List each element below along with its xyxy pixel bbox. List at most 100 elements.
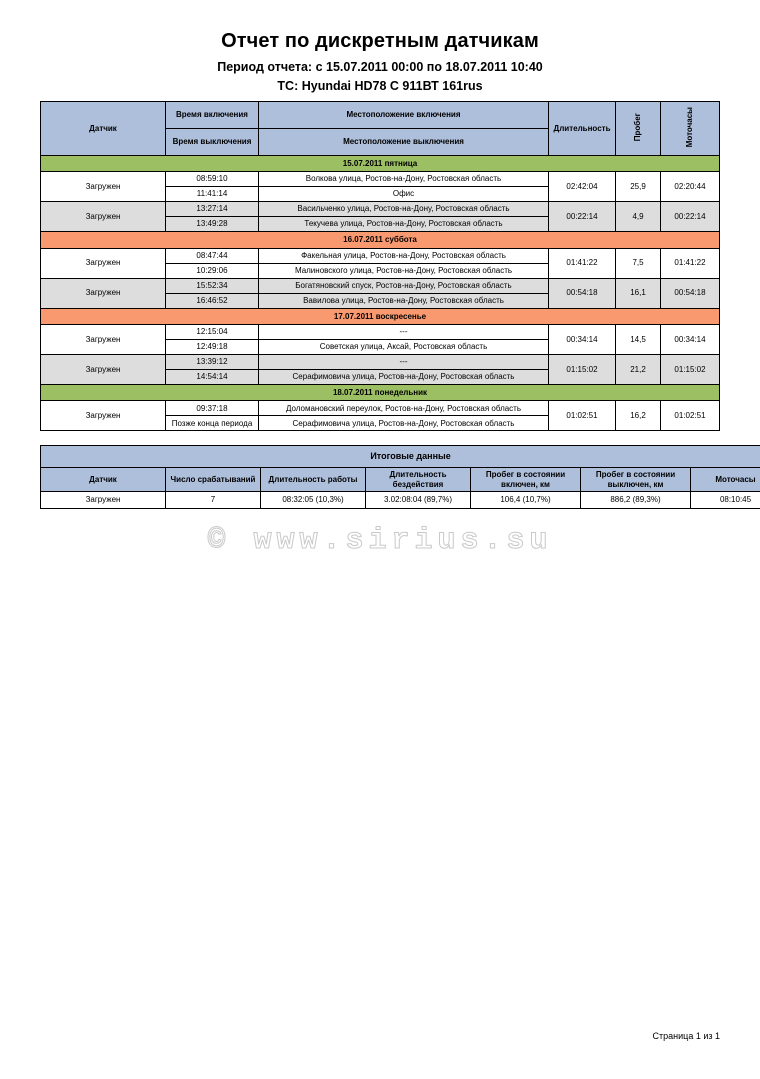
- summary-title-row: Итоговые данные: [39, 445, 760, 469]
- col-header-motohours: Моточасы: [660, 101, 720, 156]
- summary-cell: 886,2 (89,3%): [580, 491, 691, 509]
- col-header-time-off: Время выключения: [165, 127, 259, 156]
- table-row: Загружен 15:52:34 Богатяновский спуск, Рос…: [40, 277, 720, 309]
- cell-duration: 00:22:14: [548, 201, 616, 233]
- col-header-sensor: Датчик: [40, 101, 166, 156]
- col-header-mileage-label: Пробег: [633, 112, 642, 142]
- cell-mileage: 4,9: [615, 201, 661, 233]
- cell-motohours: 01:02:51: [660, 400, 720, 432]
- summary-col-header: Моточасы: [689, 467, 760, 493]
- watermark: © www.sirius.su: [207, 524, 553, 559]
- cell-mileage: 16,1: [615, 277, 661, 309]
- table-row: Загружен 13:39:12 --- 01:15:02 21,2 01:15:02: [40, 353, 720, 385]
- cell-mileage: 25,9: [615, 171, 661, 203]
- cell-place-on: ---: [258, 353, 549, 370]
- table-head: Датчик Время включения Местоположение вк…: [40, 101, 720, 156]
- summary-cell: 3.02:08:04 (89,7%): [365, 491, 471, 509]
- cell-motohours: 01:41:22: [660, 247, 720, 279]
- table-row: Загружен 12:15:04 --- 00:34:14 14,5 00:34:14: [40, 323, 720, 355]
- summary-col-header: Датчик: [40, 467, 166, 493]
- cell-duration: 00:34:14: [548, 323, 616, 355]
- main-table-container: Датчик Время включения Местоположение вк…: [40, 101, 720, 432]
- col-header-place-off: Местоположение выключения: [258, 127, 549, 156]
- cell-duration: 01:41:22: [548, 247, 616, 279]
- cell-motohours: 00:22:14: [660, 201, 720, 233]
- cell-sensor: Загружен: [40, 171, 166, 203]
- cell-time-on: 08:47:44: [165, 247, 259, 264]
- cell-time-off: 16:46:52: [165, 292, 259, 309]
- cell-motohours: 00:54:18: [660, 277, 720, 309]
- summary-table: Итоговые данные Датчик Число срабатываний Д…: [39, 445, 760, 509]
- table-row: Позже конца периода Серафимовича улица, Р…: [41, 415, 720, 432]
- table-row: 13:49:28 Текучева улица, Ростов-на-Дону, …: [41, 216, 720, 233]
- summary-body: Итоговые данные Датчик Число срабатываний Д…: [39, 445, 760, 509]
- col-header-mileage: Пробег: [615, 101, 661, 156]
- date-band-row: 18.07.2011 понедельник: [40, 383, 720, 402]
- cell-sensor: Загружен: [40, 400, 166, 432]
- table-row: Загружен 09:37:18 Доломановский переулок, …: [40, 400, 720, 432]
- cell-motohours: 00:34:14: [660, 323, 720, 355]
- cell-time-on: 13:27:14: [165, 201, 259, 218]
- cell-mileage: 14,5: [615, 323, 661, 355]
- cell-mileage: 21,2: [615, 353, 661, 385]
- cell-time-off: 13:49:28: [165, 216, 259, 233]
- header-row-top: Датчик Время включения Местоположение вк…: [40, 101, 720, 156]
- cell-motohours: 01:15:02: [660, 353, 720, 385]
- cell-sensor: Загружен: [40, 323, 166, 355]
- cell-duration: 00:54:18: [548, 277, 616, 309]
- cell-sensor: Загружен: [40, 277, 166, 309]
- cell-duration: 02:42:04: [548, 171, 616, 203]
- date-band-label: 15.07.2011 пятница: [40, 154, 720, 173]
- table-row: 14:54:14 Серафимовича улица, Ростов-на-До…: [41, 368, 720, 385]
- summary-col-header: Пробег в состоянии включен, км: [470, 467, 581, 493]
- date-band-label: 17.07.2011 воскресенье: [40, 307, 720, 325]
- report-vehicle: ТС: Hyundai HD78 С 911ВТ 161rus: [277, 79, 483, 93]
- cell-place-off: Серафимовича улица, Ростов-на-Дону, Рост…: [258, 368, 549, 385]
- title-block: Отчет по дискретным датчикам Период отче…: [0, 0, 760, 94]
- summary-cell: 7: [165, 491, 261, 509]
- header-row-bottom: Время выключения Местоположение выключен…: [41, 127, 720, 156]
- cell-time-off: 11:41:14: [165, 186, 259, 203]
- date-band-row: 17.07.2011 воскресенье: [40, 307, 720, 325]
- cell-duration: 01:02:51: [548, 400, 616, 432]
- cell-time-on: 13:39:12: [165, 353, 259, 370]
- summary-cell: 08:10:45: [689, 491, 760, 509]
- cell-sensor: Загружен: [40, 247, 166, 279]
- cell-time-off: Позже конца периода: [165, 415, 259, 432]
- cell-duration: 01:15:02: [548, 353, 616, 385]
- date-band-label: 18.07.2011 понедельник: [40, 383, 720, 402]
- table-row: Загружен 08:59:10 Волкова улица, Ростов-на…: [40, 171, 720, 203]
- cell-place-off: Советская улица, Аксай, Ростовская облас…: [258, 338, 549, 355]
- col-header-place-on: Местоположение включения: [258, 101, 549, 129]
- page-footer: Страница 1 из 1: [652, 1031, 720, 1041]
- cell-time-off: 14:54:14: [165, 368, 259, 385]
- cell-mileage: 16,2: [615, 400, 661, 432]
- cell-mileage: 7,5: [615, 247, 661, 279]
- date-band-row: 16.07.2011 суббота: [40, 231, 720, 249]
- summary-cell: 08:32:05 (10,3%): [260, 491, 366, 509]
- col-header-duration: Длительность: [548, 101, 616, 156]
- table-row: Загружен 13:27:14 Васильченко улица, Росто…: [40, 201, 720, 233]
- summary-cell: Загружен: [40, 491, 166, 509]
- summary-col-header: Длительность бездействия: [365, 467, 471, 493]
- col-header-time-on: Время включения: [165, 101, 259, 129]
- cell-sensor: Загружен: [40, 353, 166, 385]
- cell-place-on: ---: [258, 323, 549, 340]
- cell-sensor: Загружен: [40, 201, 166, 233]
- cell-time-on: 15:52:34: [165, 277, 259, 294]
- cell-place-on: Волкова улица, Ростов-на-Дону, Ростовска…: [258, 171, 549, 188]
- table-row: 16:46:52 Вавилова улица, Ростов-на-Дону, …: [41, 292, 720, 309]
- summary-data-row: Загружен 7 08:32:05 (10,3%) 3.02:08:04 (89,…: [40, 491, 760, 509]
- cell-place-off: Серафимовича улица, Ростов-на-Дону, Рост…: [258, 415, 549, 432]
- summary-col-header: Пробег в состоянии выключен, км: [580, 467, 691, 493]
- date-band-label: 16.07.2011 суббота: [40, 231, 720, 249]
- cell-time-on: 09:37:18: [165, 400, 259, 417]
- cell-place-on: Васильченко улица, Ростов-на-Дону, Росто…: [258, 201, 549, 218]
- cell-time-off: 10:29:06: [165, 262, 259, 279]
- page-title: Отчет по дискретным датчикам: [221, 30, 539, 52]
- summary-cell: 106,4 (10,7%): [470, 491, 581, 509]
- table-row: 12:49:18 Советская улица, Аксай, Ростовск…: [41, 338, 720, 355]
- cell-time-off: 12:49:18: [165, 338, 259, 355]
- cell-place-off: Офис: [258, 186, 549, 203]
